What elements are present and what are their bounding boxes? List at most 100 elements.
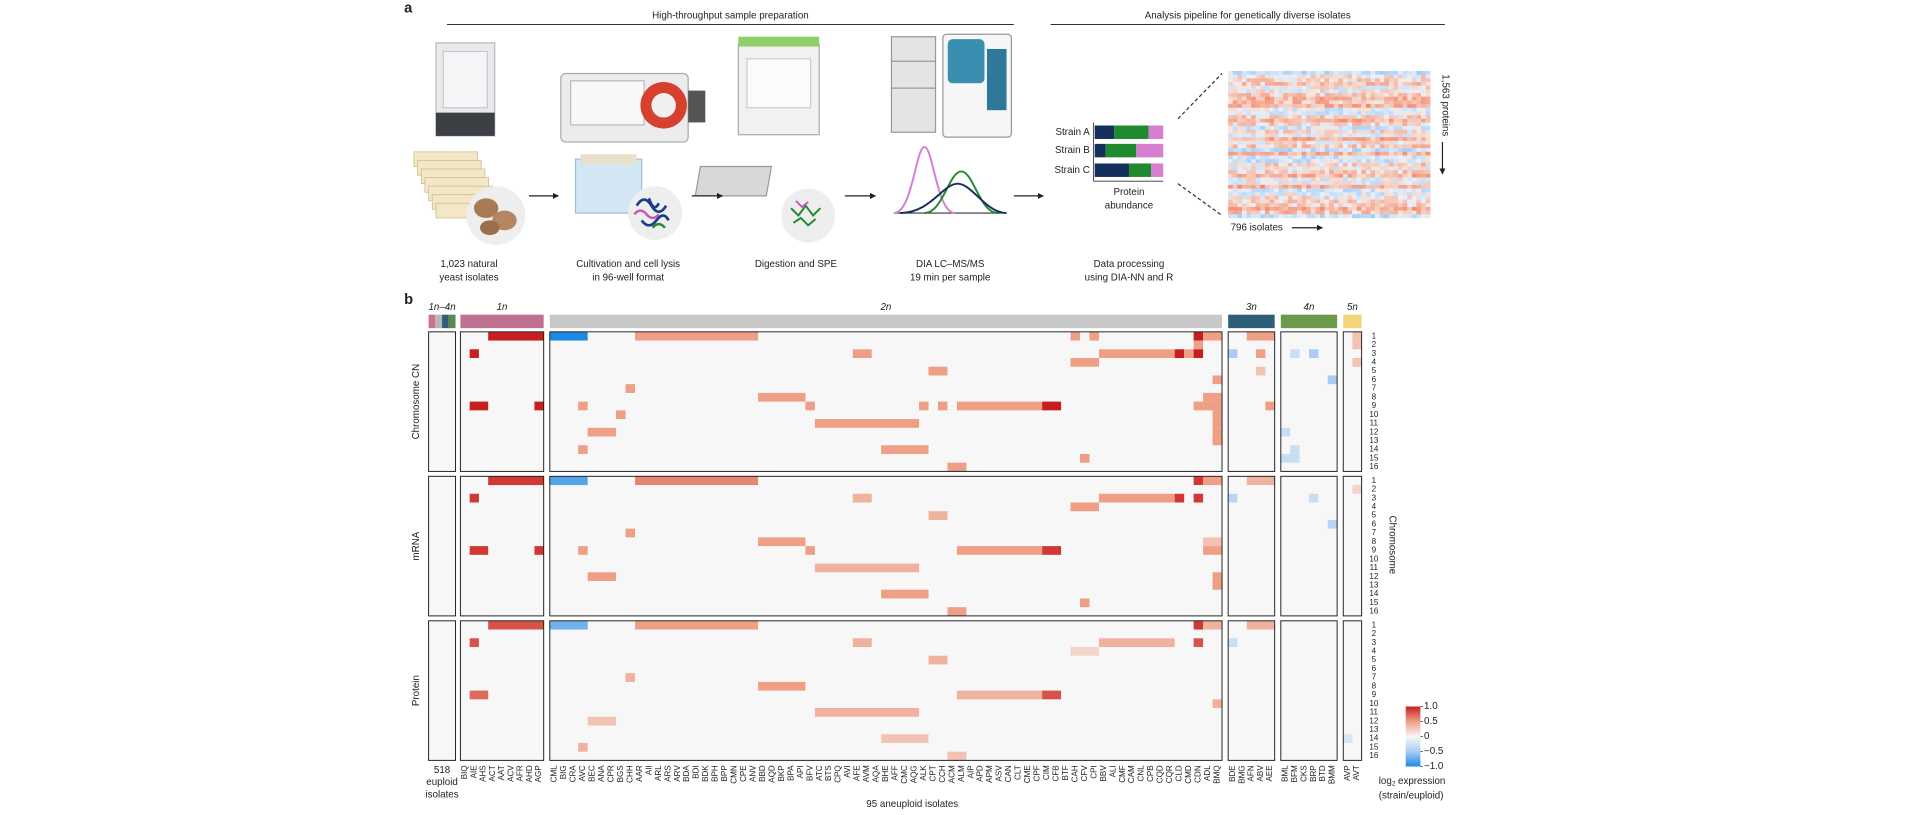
texture-cell: [1375, 214, 1380, 219]
texture-cell: [1324, 74, 1330, 79]
texture-cell: [1315, 82, 1321, 86]
texture-cell: [1365, 74, 1371, 79]
texture-cell: [1411, 137, 1417, 142]
texture-cell: [1398, 192, 1403, 197]
texture-cell: [1260, 74, 1266, 79]
texture-cell: [1255, 184, 1261, 189]
texture-cell: [1370, 203, 1376, 208]
chromosome-label: 15: [1369, 453, 1378, 462]
chromosome-label: 7: [1372, 384, 1377, 393]
texture-cell: [1283, 126, 1289, 131]
texture-cell: [1425, 206, 1431, 211]
texture-cell: [1246, 100, 1252, 105]
texture-cell: [1228, 82, 1233, 86]
texture-cell: [1379, 111, 1385, 116]
texture-cell: [1329, 93, 1335, 97]
texture-cell: [1365, 115, 1371, 120]
texture-cell: [1407, 107, 1413, 112]
texture-cell: [1411, 206, 1417, 211]
texture-cell: [1361, 107, 1367, 112]
heatmap-cell: [1308, 493, 1319, 503]
isolate-label: ACT: [488, 765, 497, 781]
texture-cell: [1237, 173, 1243, 178]
texture-cell: [1416, 181, 1422, 186]
texture-cell: [1315, 177, 1321, 182]
texture-cell: [1319, 206, 1325, 211]
texture-cell: [1338, 129, 1344, 134]
texture-cell: [1297, 159, 1302, 164]
group-label: 1n–4n: [428, 302, 455, 313]
texture-cell: [1306, 210, 1312, 215]
texture-cell: [1283, 137, 1289, 142]
texture-cell: [1356, 206, 1362, 211]
texture-cell: [1264, 203, 1270, 208]
texture-cell: [1375, 85, 1380, 90]
texture-cell: [1251, 107, 1256, 112]
texture-cell: [1416, 78, 1422, 83]
texture-cell: [1365, 148, 1371, 153]
texture-cell: [1361, 195, 1367, 200]
texture-cell: [1301, 122, 1307, 127]
texture-cell: [1264, 129, 1270, 134]
texture-cell: [1384, 166, 1390, 171]
texture-cell: [1324, 159, 1330, 164]
texture-cell: [1324, 195, 1330, 200]
content: a High-throughput sample preparation Analy…: [404, 0, 1450, 810]
texture-cell: [1393, 133, 1399, 138]
chromosome-label: 14: [1369, 734, 1378, 743]
texture-cell: [1393, 93, 1399, 97]
texture-cell: [1246, 71, 1252, 75]
panel-frame: [1342, 475, 1363, 617]
texture-cell: [1264, 166, 1270, 171]
texture-cell: [1333, 137, 1339, 142]
texture-cell: [1306, 118, 1312, 123]
texture-cell: [1333, 148, 1339, 153]
texture-cell: [1324, 148, 1330, 153]
texture-cell: [1384, 144, 1390, 149]
step-label: in 96-well format: [592, 273, 664, 284]
texture-cell: [1287, 89, 1293, 94]
heatmap-cell: [928, 366, 948, 376]
texture-cell: [1402, 210, 1408, 215]
texture-cell: [1301, 188, 1307, 193]
texture-cell: [1416, 137, 1422, 142]
texture-cell: [1315, 129, 1321, 134]
texture-cell: [1384, 199, 1390, 204]
texture-cell: [1370, 210, 1376, 215]
texture-cell: [1361, 151, 1367, 156]
texture-cell: [1278, 71, 1284, 75]
heatmap-cell: [1212, 699, 1223, 709]
texture-cell: [1274, 181, 1279, 186]
texture-cell: [1416, 100, 1422, 105]
texture-cell: [1269, 188, 1275, 193]
texture-cell: [1352, 203, 1357, 208]
texture-cell: [1297, 129, 1302, 134]
heatmap-cell: [881, 734, 929, 743]
texture-cell: [1356, 82, 1362, 86]
section-title: High-throughput sample preparation: [652, 11, 809, 22]
texture-cell: [1379, 155, 1385, 160]
texture-cell: [1352, 137, 1357, 142]
texture-cell: [1425, 148, 1431, 153]
texture-cell: [1407, 195, 1413, 200]
texture-cell: [1306, 206, 1312, 211]
colorbar-tick-label: 1.0: [1424, 701, 1438, 712]
texture-cell: [1319, 166, 1325, 171]
isolate-label: CMN: [730, 765, 739, 784]
texture-cell: [1329, 140, 1335, 145]
texture-cell: [1375, 162, 1380, 167]
texture-cell: [1310, 148, 1316, 153]
chromosome-label: 10: [1369, 410, 1378, 419]
chromosome-label: 5: [1372, 511, 1377, 520]
texture-cell: [1310, 137, 1316, 142]
texture-cell: [1292, 93, 1298, 97]
texture-cell: [1370, 93, 1376, 97]
texture-cell: [1251, 173, 1256, 178]
bar-segment: [1136, 143, 1164, 158]
texture-cell: [1342, 133, 1348, 138]
heatmap-bg: [428, 476, 456, 616]
texture-cell: [1246, 74, 1252, 79]
texture-cell: [1329, 199, 1335, 204]
texture-cell: [1292, 177, 1298, 182]
texture-cell: [1232, 118, 1238, 123]
